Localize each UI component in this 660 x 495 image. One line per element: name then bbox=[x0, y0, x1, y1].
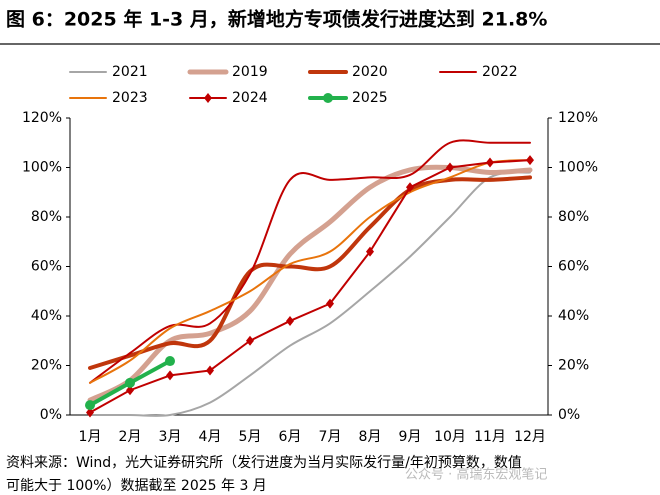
point bbox=[246, 335, 254, 346]
x-tick-label: 1月 bbox=[79, 429, 102, 445]
chart-title: 图 6：2025 年 1-3 月，新增地方专项债发行进度达到 21.8% bbox=[6, 8, 547, 31]
legend-label: 2020 bbox=[352, 64, 388, 80]
x-tick-label: 5月 bbox=[239, 429, 262, 445]
point bbox=[85, 400, 95, 411]
point bbox=[326, 298, 334, 309]
legend-label: 2019 bbox=[232, 64, 268, 80]
legend-label: 2023 bbox=[112, 90, 148, 106]
point bbox=[406, 182, 414, 193]
x-tick-label: 4月 bbox=[199, 429, 222, 445]
y2-tick-label: 0% bbox=[558, 407, 580, 423]
y2-tick-label: 100% bbox=[558, 160, 598, 176]
x-tick-label: 3月 bbox=[159, 429, 182, 445]
point bbox=[165, 356, 175, 367]
watermark: 公众号 · 高瑞东宏观笔记 bbox=[405, 467, 547, 483]
point bbox=[526, 155, 534, 166]
y-tick-label: 0% bbox=[40, 407, 62, 423]
point bbox=[446, 162, 454, 173]
y2-tick-label: 40% bbox=[558, 308, 589, 324]
y-tick-label: 120% bbox=[22, 110, 62, 126]
y-tick-label: 80% bbox=[31, 209, 62, 225]
series-line bbox=[89, 159, 531, 414]
y-tick-label: 100% bbox=[22, 160, 62, 176]
note: 可能大于 100%）数据截至 2025 年 3 月 bbox=[6, 478, 267, 494]
y-tick-label: 20% bbox=[31, 358, 62, 374]
x-tick-label: 9月 bbox=[399, 429, 422, 445]
point bbox=[125, 377, 135, 388]
series-line bbox=[89, 159, 531, 384]
point bbox=[486, 157, 494, 168]
y-tick-label: 60% bbox=[31, 259, 62, 275]
point bbox=[366, 246, 374, 257]
x-tick-label: 10月 bbox=[434, 429, 466, 445]
x-tick-label: 6月 bbox=[279, 429, 302, 445]
x-tick-label: 11月 bbox=[474, 429, 506, 445]
note: 资料来源：Wind，光大证券研究所（发行进度为当月实际发行量/年初预算数，数值 bbox=[6, 454, 522, 471]
series-line bbox=[88, 175, 532, 370]
series-line bbox=[89, 171, 531, 417]
x-tick-label: 8月 bbox=[359, 429, 382, 445]
legend-label: 2021 bbox=[112, 64, 148, 80]
legend-marker bbox=[323, 93, 333, 103]
y2-tick-label: 120% bbox=[558, 110, 598, 126]
x-tick-label: 12月 bbox=[514, 429, 546, 445]
point bbox=[206, 365, 214, 376]
point bbox=[86, 407, 94, 418]
y2-tick-label: 20% bbox=[558, 358, 589, 374]
legend-label: 2024 bbox=[232, 90, 268, 106]
y-tick-label: 40% bbox=[31, 308, 62, 324]
legend-label: 2022 bbox=[482, 64, 518, 80]
legend-label: 2025 bbox=[352, 90, 388, 106]
x-tick-label: 7月 bbox=[319, 429, 342, 445]
point bbox=[166, 370, 174, 381]
point bbox=[126, 385, 134, 396]
y2-tick-label: 60% bbox=[558, 259, 589, 275]
legend-marker bbox=[204, 93, 212, 103]
x-tick-label: 2月 bbox=[119, 429, 142, 445]
point bbox=[286, 315, 294, 326]
y2-tick-label: 80% bbox=[558, 209, 589, 225]
series-line bbox=[89, 139, 531, 384]
